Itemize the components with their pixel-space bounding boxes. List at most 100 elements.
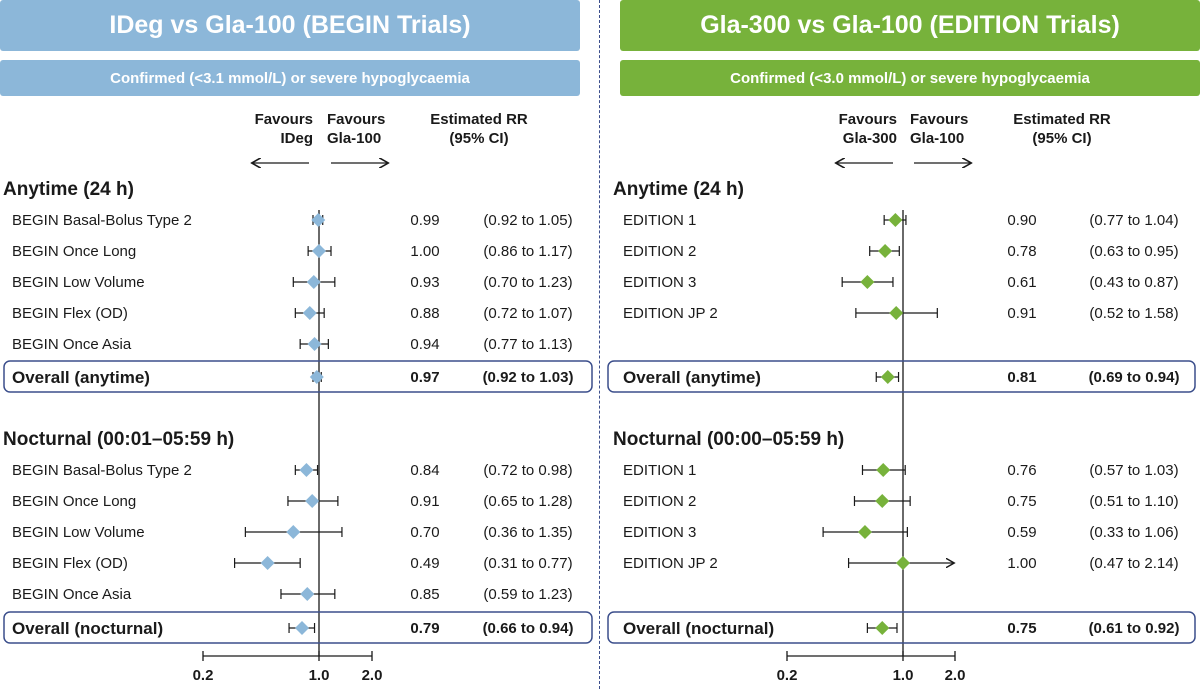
rr-value: 0.85 xyxy=(410,586,439,603)
study-label: BEGIN Flex (OD) xyxy=(12,555,128,572)
overall-label: Overall (nocturnal) xyxy=(623,619,774,638)
study-label: BEGIN Once Asia xyxy=(12,586,132,603)
overall-ci-value: (0.61 to 0.92) xyxy=(1089,620,1180,637)
favours-right-line1: Favours xyxy=(327,111,385,128)
rr-diamond xyxy=(302,306,317,320)
rr-diamond xyxy=(311,213,326,227)
x-tick-label: 0.2 xyxy=(777,667,798,684)
panel-begin: IDeg vs Gla-100 (BEGIN Trials) Confirmed… xyxy=(0,0,596,689)
forest-plot-begin: Favours IDeg Favours Gla-100 Estimated RR (95… xyxy=(3,111,593,684)
study-label: BEGIN Once Long xyxy=(12,493,136,510)
ci-value: (0.86 to 1.17) xyxy=(483,243,572,260)
ci-value: (0.65 to 1.28) xyxy=(483,493,572,510)
ci-value: (0.33 to 1.06) xyxy=(1089,524,1178,541)
rr-diamond xyxy=(896,556,910,570)
ci-value: (0.70 to 1.23) xyxy=(483,274,572,291)
overall-ci-value: (0.92 to 1.03) xyxy=(483,369,574,386)
favours-right-line1: Favours xyxy=(910,111,968,128)
panel-title: Gla-300 vs Gla-100 (EDITION Trials) xyxy=(620,0,1200,51)
overall-diamond xyxy=(309,370,324,384)
rr-diamond xyxy=(860,275,875,289)
rr-diamond xyxy=(299,463,314,477)
favours-right-line2: Gla-100 xyxy=(327,130,381,147)
ci-value: (0.36 to 1.35) xyxy=(483,524,572,541)
study-label: EDITION JP 2 xyxy=(623,305,718,322)
rr-diamond xyxy=(305,494,320,508)
rr-header-line2: (95% CI) xyxy=(449,130,508,147)
panel-subtitle: Confirmed (<3.0 mmol/L) or severe hypogl… xyxy=(620,60,1200,96)
ci-value: (0.72 to 0.98) xyxy=(483,462,572,479)
ci-value: (0.92 to 1.05) xyxy=(483,212,572,229)
favours-left-line1: Favours xyxy=(255,111,313,128)
study-label: BEGIN Once Asia xyxy=(12,336,132,353)
section-heading: Nocturnal (00:00–05:59 h) xyxy=(613,429,844,450)
rr-value: 0.88 xyxy=(410,305,439,322)
panel-edition: Gla-300 vs Gla-100 (EDITION Trials) Conf… xyxy=(607,0,1200,689)
rr-diamond xyxy=(878,244,893,258)
rr-diamond xyxy=(306,275,321,289)
favours-left-line2: IDeg xyxy=(280,130,313,147)
ci-value: (0.59 to 1.23) xyxy=(483,586,572,603)
rr-value: 0.76 xyxy=(1007,462,1036,479)
ci-value: (0.63 to 0.95) xyxy=(1089,243,1178,260)
overall-rr-value: 0.97 xyxy=(410,369,439,386)
ci-value: (0.57 to 1.03) xyxy=(1089,462,1178,479)
overall-rr-value: 0.79 xyxy=(410,620,439,637)
rr-value: 0.93 xyxy=(410,274,439,291)
favours-left-line2: Gla-300 xyxy=(843,130,897,147)
ci-value: (0.47 to 2.14) xyxy=(1089,555,1178,572)
rr-value: 1.00 xyxy=(410,243,439,260)
x-tick-label: 1.0 xyxy=(309,667,330,684)
study-label: BEGIN Flex (OD) xyxy=(12,305,128,322)
overall-diamond xyxy=(295,621,310,635)
panel-subtitle: Confirmed (<3.1 mmol/L) or severe hypogl… xyxy=(0,60,580,96)
rr-value: 0.94 xyxy=(410,336,439,353)
ci-value: (0.77 to 1.13) xyxy=(483,336,572,353)
rr-value: 1.00 xyxy=(1007,555,1036,572)
study-label: EDITION 2 xyxy=(623,243,696,260)
panel-divider xyxy=(599,0,600,689)
section-heading: Anytime (24 h) xyxy=(613,179,744,200)
section-heading: Nocturnal (00:01–05:59 h) xyxy=(3,429,234,450)
overall-box xyxy=(3,360,593,393)
rr-header-line1: Estimated RR xyxy=(1013,111,1111,128)
ci-value: (0.31 to 0.77) xyxy=(483,555,572,572)
rr-diamond xyxy=(260,556,275,570)
study-label: EDITION 2 xyxy=(623,493,696,510)
overall-label: Overall (anytime) xyxy=(12,368,150,387)
rr-diamond xyxy=(889,306,904,320)
rr-value: 0.59 xyxy=(1007,524,1036,541)
rr-value: 0.91 xyxy=(1007,305,1036,322)
rr-diamond xyxy=(300,587,315,601)
rr-diamond xyxy=(857,525,872,539)
rr-value: 0.84 xyxy=(410,462,439,479)
overall-rr-value: 0.75 xyxy=(1007,620,1036,637)
rr-diamond xyxy=(312,244,326,258)
overall-label: Overall (anytime) xyxy=(623,368,761,387)
study-label: EDITION 3 xyxy=(623,524,696,541)
study-label: EDITION JP 2 xyxy=(623,555,718,572)
study-label: BEGIN Basal-Bolus Type 2 xyxy=(12,462,192,479)
study-label: BEGIN Low Volume xyxy=(12,274,145,291)
overall-box xyxy=(607,360,1196,393)
overall-label: Overall (nocturnal) xyxy=(12,619,163,638)
rr-header-line1: Estimated RR xyxy=(430,111,528,128)
x-tick-label: 1.0 xyxy=(893,667,914,684)
ci-value: (0.72 to 1.07) xyxy=(483,305,572,322)
favours-left-line1: Favours xyxy=(839,111,897,128)
overall-ci-value: (0.69 to 0.94) xyxy=(1089,369,1180,386)
rr-diamond xyxy=(876,463,891,477)
overall-diamond xyxy=(880,370,895,384)
overall-box xyxy=(3,611,593,644)
ci-value: (0.51 to 1.10) xyxy=(1089,493,1178,510)
rr-value: 0.61 xyxy=(1007,274,1036,291)
x-tick-label: 2.0 xyxy=(362,667,383,684)
rr-value: 0.90 xyxy=(1007,212,1036,229)
study-label: BEGIN Basal-Bolus Type 2 xyxy=(12,212,192,229)
rr-header-line2: (95% CI) xyxy=(1032,130,1091,147)
overall-rr-value: 0.81 xyxy=(1007,369,1036,386)
rr-value: 0.70 xyxy=(410,524,439,541)
rr-value: 0.91 xyxy=(410,493,439,510)
favours-right-line2: Gla-100 xyxy=(910,130,964,147)
study-label: EDITION 3 xyxy=(623,274,696,291)
